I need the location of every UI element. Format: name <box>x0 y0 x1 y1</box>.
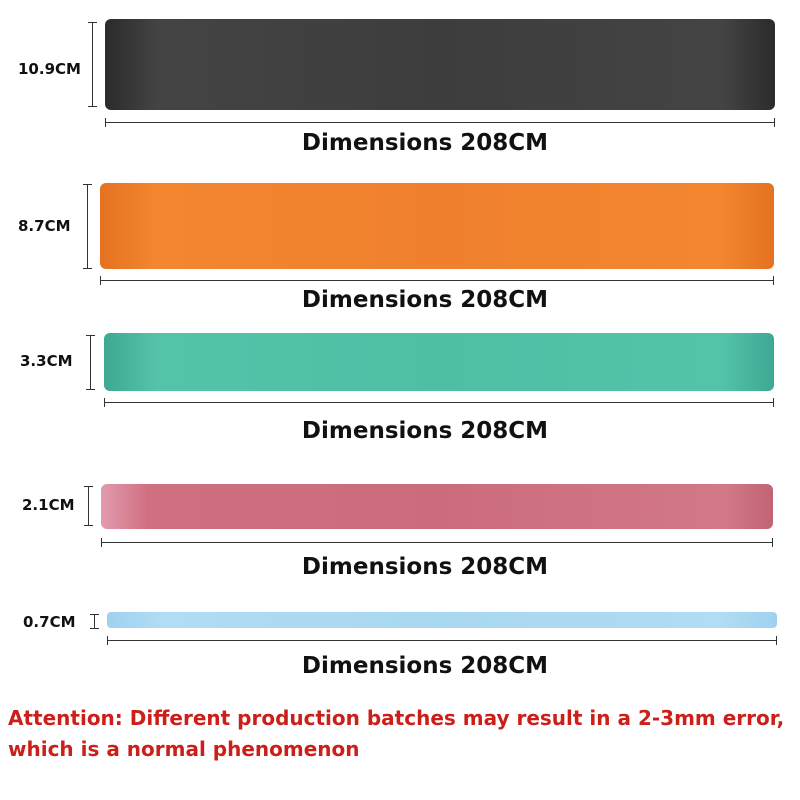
band-2-width-label: 8.7CM <box>18 217 71 235</box>
band-5-width-marker <box>90 614 99 629</box>
band-3-width-marker <box>86 335 95 390</box>
band-5-length-label: Dimensions 208CM <box>301 653 549 679</box>
band-2-width-marker <box>83 184 92 269</box>
band-4-width-marker <box>84 486 93 526</box>
attention-note-line-1: Attention: Different production batches … <box>8 706 785 730</box>
band-1-black <box>105 19 775 110</box>
band-2-length-marker <box>100 276 774 285</box>
band-4-width-label: 2.1CM <box>22 496 75 514</box>
band-1-width-label: 10.9CM <box>18 60 81 78</box>
band-5-width-label: 0.7CM <box>23 613 76 631</box>
band-4-pink <box>101 484 773 529</box>
attention-note: Attention: Different production batches … <box>8 703 798 765</box>
band-1-width-marker <box>88 22 97 107</box>
band-5-light-blue <box>107 612 777 628</box>
band-3-width-label: 3.3CM <box>20 352 73 370</box>
band-5-length-marker <box>107 636 777 645</box>
band-4-length-marker <box>101 538 773 547</box>
band-2-orange <box>100 183 774 269</box>
attention-note-line-2: which is a normal phenomenon <box>8 737 360 761</box>
band-1-length-label: Dimensions 208CM <box>301 130 549 156</box>
band-3-length-marker <box>104 398 774 407</box>
band-2-length-label: Dimensions 208CM <box>301 287 549 313</box>
band-4-length-label: Dimensions 208CM <box>301 554 549 580</box>
band-3-length-label: Dimensions 208CM <box>301 418 549 444</box>
band-3-teal <box>104 333 774 391</box>
band-1-length-marker <box>105 118 775 127</box>
